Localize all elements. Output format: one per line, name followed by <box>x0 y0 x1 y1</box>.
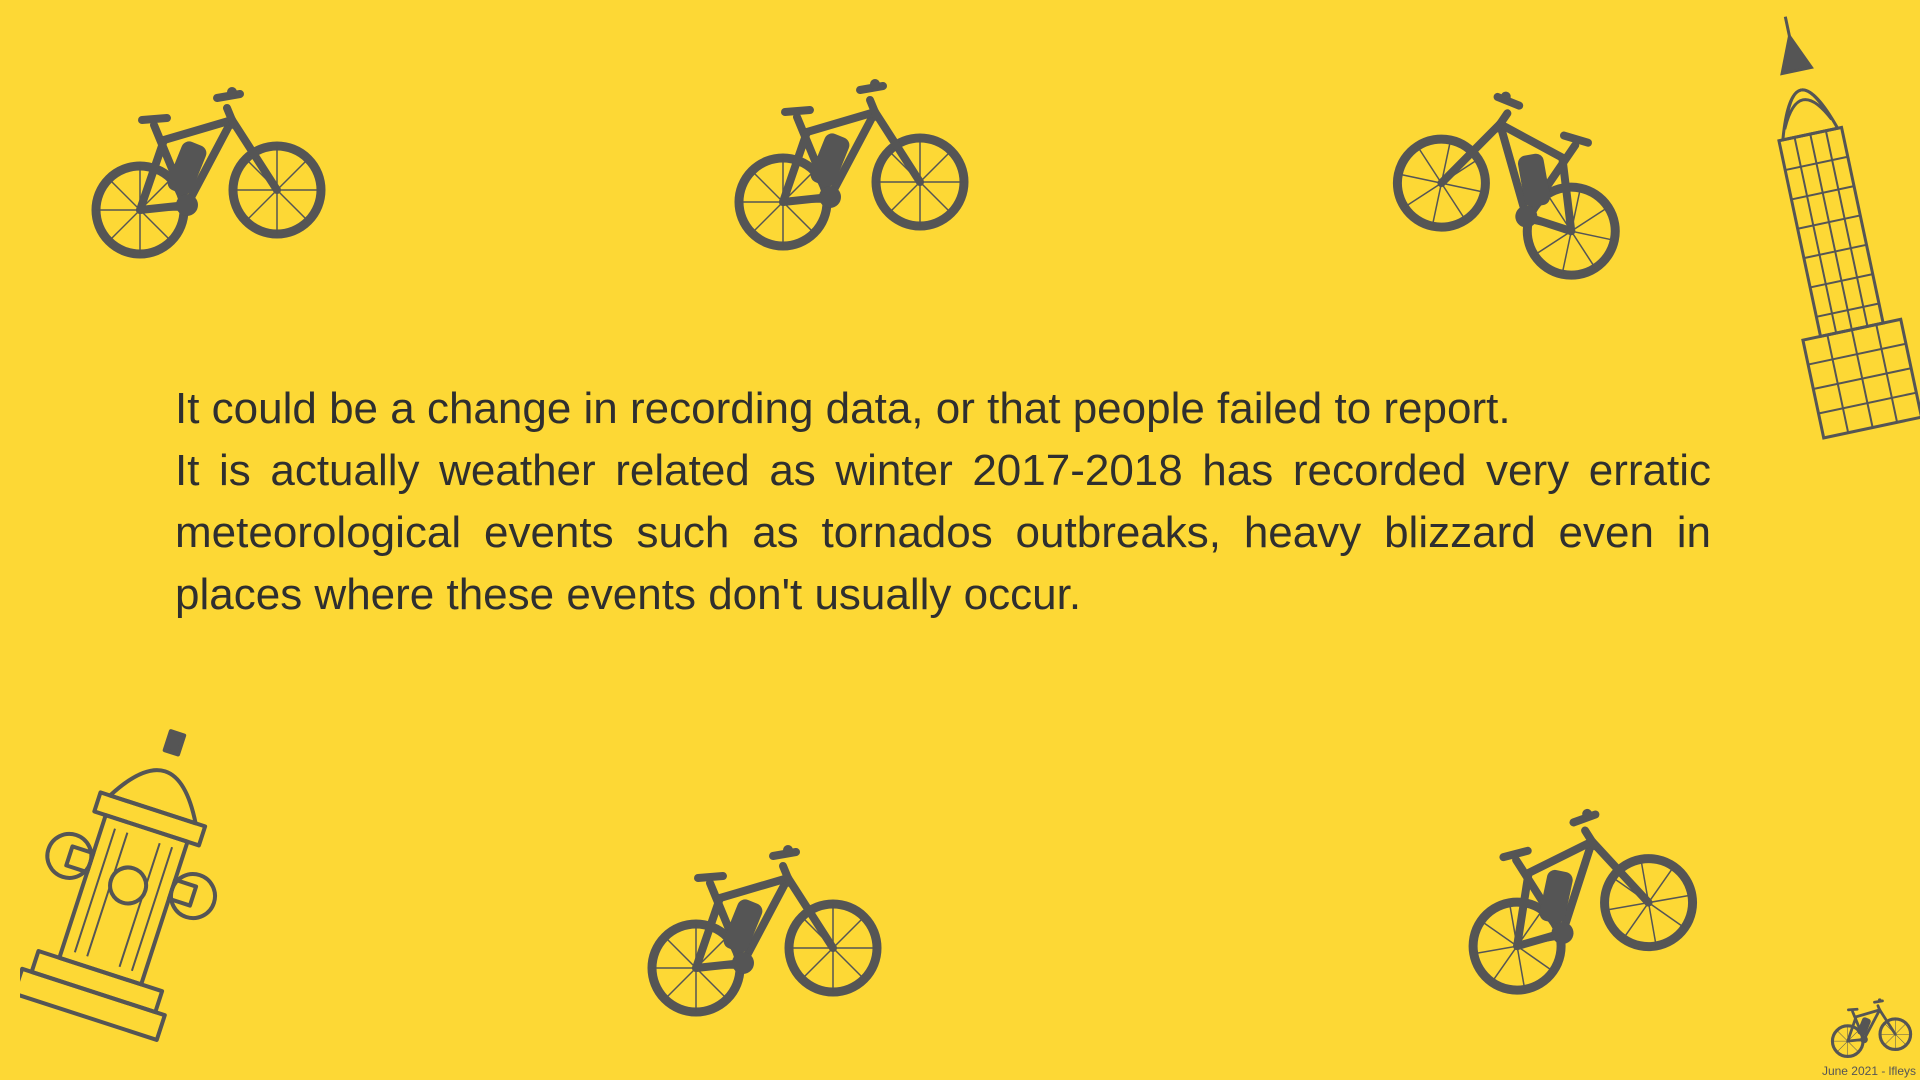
footer-credit: June 2021 - lfleys <box>1821 1064 1916 1078</box>
e-bike-logo-icon <box>1826 996 1916 1062</box>
e-bike-icon <box>1437 785 1716 1016</box>
e-bike-icon <box>638 838 888 1028</box>
e-bike-icon <box>1371 64 1655 302</box>
paragraph: It is actually weather related as winter… <box>175 446 1711 619</box>
body-text: It could be a change in recording data, … <box>175 378 1711 626</box>
e-bike-icon <box>82 80 332 270</box>
fire-hydrant-icon <box>12 725 230 1060</box>
e-bike-icon <box>725 72 975 262</box>
paragraph: It could be a change in recording data, … <box>175 384 1511 433</box>
chrysler-building-icon <box>1740 12 1920 442</box>
